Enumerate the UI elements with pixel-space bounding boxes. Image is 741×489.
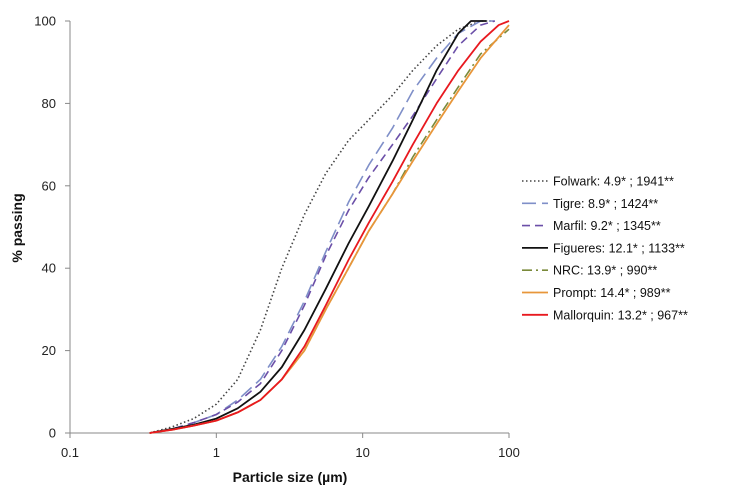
y-tick-label: 60 — [42, 178, 56, 193]
series-line-4 — [149, 20, 487, 434]
x-axis-ticks: 0.1 1 10 100 — [61, 433, 520, 460]
x-tick-label: 100 — [498, 445, 520, 460]
legend-label-7: Mallorquin: 13.2* ; 967** — [553, 308, 688, 322]
legend-label-3: Marfil: 9.2* ; 1345** — [553, 219, 661, 233]
y-tick-label: 100 — [34, 14, 56, 29]
legend-label-5: NRC: 13.9* ; 990** — [553, 264, 657, 278]
y-axis-ticks: 0 20 40 60 80 100 — [34, 14, 70, 441]
y-tick-label: 40 — [42, 261, 56, 276]
y-tick-label: 80 — [42, 96, 56, 111]
legend-label-6: Prompt: 14.4* ; 989** — [553, 286, 671, 300]
plot-area — [69, 20, 510, 434]
legend-label-2: Tigre: 8.9* ; 1424** — [553, 197, 658, 211]
series-line-7 — [149, 20, 510, 434]
x-tick-label: 10 — [355, 445, 369, 460]
series-line-1 — [149, 20, 491, 434]
y-tick-label: 0 — [49, 426, 56, 441]
series-line-5 — [149, 28, 510, 434]
x-axis-title: Particle size (µm) — [233, 469, 348, 485]
legend: Folwark: 4.9* ; 1941** Tigre: 8.9* ; 1424… — [522, 175, 688, 322]
legend-label-1: Folwark: 4.9* ; 1941** — [553, 175, 674, 189]
legend-label-4: Figueres: 12.1* ; 1133** — [553, 241, 685, 255]
series-line-6 — [149, 24, 510, 434]
x-tick-label: 0.1 — [61, 445, 79, 460]
series-line-3 — [149, 20, 496, 434]
y-axis-title: % passing — [9, 193, 25, 262]
x-tick-label: 1 — [213, 445, 220, 460]
y-tick-label: 20 — [42, 343, 56, 358]
series-line-2 — [149, 20, 495, 434]
